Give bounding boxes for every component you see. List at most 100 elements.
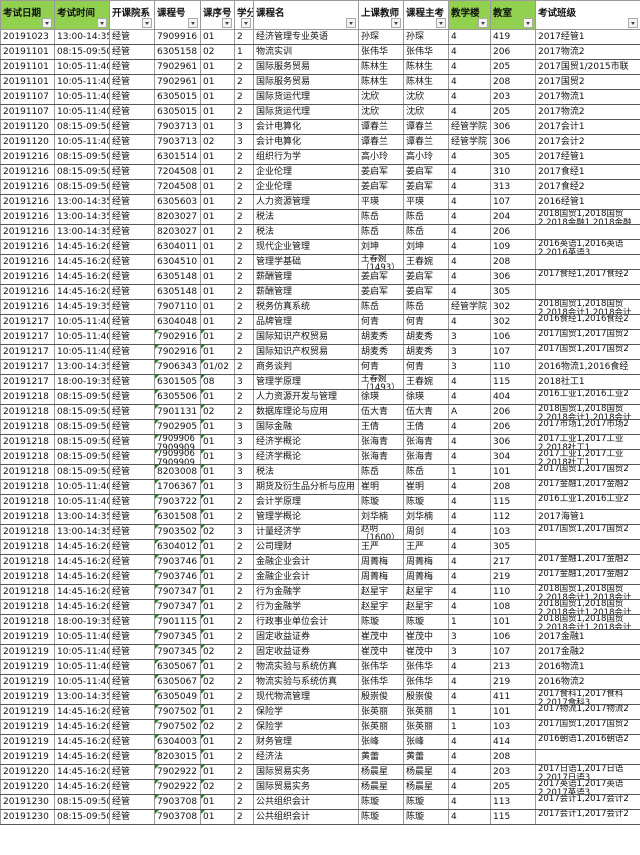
cell-department[interactable]: 经管: [109, 704, 155, 720]
cell-exam-date[interactable]: 20191216: [0, 299, 55, 315]
cell-exam-classes[interactable]: 2017金融1,2017金融2: [535, 479, 640, 495]
cell-course-id[interactable]: 7903713: [154, 134, 201, 150]
cell-building[interactable]: 1: [448, 719, 491, 735]
cell-exam-classes[interactable]: 2018国贸1,2018国贸2,2018会计1,2018会计: [535, 404, 640, 420]
cell-examiner[interactable]: 姜启军: [403, 284, 449, 300]
cell-building[interactable]: 4: [448, 599, 491, 615]
cell-exam-time[interactable]: 18:00-19:35: [54, 374, 110, 390]
cell-course-id[interactable]: 6305506: [154, 389, 201, 405]
cell-exam-date[interactable]: 20191216: [0, 254, 55, 270]
cell-building[interactable]: 4: [448, 764, 491, 780]
cell-examiner[interactable]: 张伟华: [403, 659, 449, 675]
cell-exam-date[interactable]: 20191217: [0, 374, 55, 390]
cell-exam-classes[interactable]: 2017国贸1,2017国贸2: [535, 719, 640, 735]
cell-course-id[interactable]: 7902922: [154, 779, 201, 795]
cell-exam-classes[interactable]: 2017海管1: [535, 509, 640, 525]
cell-building[interactable]: 4: [448, 749, 491, 765]
filter-dropdown-button[interactable]: [523, 18, 533, 28]
cell-credits[interactable]: 2: [234, 404, 254, 420]
cell-course-name[interactable]: 税务仿真系统: [253, 299, 359, 315]
cell-course-id[interactable]: 7903708: [154, 794, 201, 810]
cell-room[interactable]: 203: [490, 89, 536, 105]
cell-course-id[interactable]: 1706367: [154, 479, 201, 495]
cell-course-name[interactable]: 管理学概论: [253, 509, 359, 525]
cell-exam-time[interactable]: 13:00-14:35: [54, 209, 110, 225]
cell-exam-date[interactable]: 20191219: [0, 734, 55, 750]
cell-course-name[interactable]: 国际知识产权贸易: [253, 329, 359, 345]
cell-building[interactable]: 4: [448, 194, 491, 210]
cell-exam-time[interactable]: 13:00-14:35: [54, 224, 110, 240]
cell-exam-time[interactable]: 08:15-09:50: [54, 809, 110, 825]
filter-dropdown-button[interactable]: [188, 18, 198, 28]
cell-course-name[interactable]: 经济学概论: [253, 434, 359, 450]
cell-examiner[interactable]: 高小玲: [403, 149, 449, 165]
cell-exam-time[interactable]: 13:00-14:35: [54, 689, 110, 705]
cell-room[interactable]: 107: [490, 194, 536, 210]
cell-room[interactable]: 106: [490, 329, 536, 345]
cell-examiner[interactable]: 王倩: [403, 419, 449, 435]
cell-course-id[interactable]: 7902922: [154, 764, 201, 780]
cell-course-name[interactable]: 公司理财: [253, 539, 359, 555]
cell-exam-date[interactable]: 20191218: [0, 554, 55, 570]
cell-course-name[interactable]: 期货及衍生品分析与应用: [253, 479, 359, 495]
cell-examiner[interactable]: 平瑛: [403, 194, 449, 210]
cell-examiner[interactable]: 张峰: [403, 734, 449, 750]
cell-course-id[interactable]: 7902916: [154, 329, 201, 345]
cell-building[interactable]: 4: [448, 89, 491, 105]
cell-course-name[interactable]: 计量经济学: [253, 524, 359, 540]
cell-exam-date[interactable]: 20191216: [0, 269, 55, 285]
cell-course-name[interactable]: 薪酬管理: [253, 284, 359, 300]
cell-building[interactable]: A: [448, 404, 491, 420]
cell-exam-date[interactable]: 20191218: [0, 614, 55, 630]
cell-examiner[interactable]: 谭春兰: [403, 134, 449, 150]
cell-teacher[interactable]: 赵星宇: [358, 599, 404, 615]
cell-exam-date[interactable]: 20191219: [0, 704, 55, 720]
cell-credits[interactable]: 3: [234, 119, 254, 135]
cell-credits[interactable]: 2: [234, 644, 254, 660]
cell-exam-time[interactable]: 13:00-14:35: [54, 359, 110, 375]
cell-credits[interactable]: 2: [234, 584, 254, 600]
cell-examiner[interactable]: 孙琛: [403, 29, 449, 45]
cell-course-id[interactable]: 7902916: [154, 344, 201, 360]
cell-exam-date[interactable]: 20191216: [0, 224, 55, 240]
cell-exam-classes[interactable]: 2017国贸1,2017国贸2: [535, 344, 640, 360]
cell-course-id[interactable]: 8203027: [154, 209, 201, 225]
cell-section[interactable]: 01: [200, 569, 235, 585]
cell-room[interactable]: 103: [490, 719, 536, 735]
cell-credits[interactable]: 2: [234, 239, 254, 255]
cell-building[interactable]: 4: [448, 104, 491, 120]
cell-course-id[interactable]: 7906343: [154, 359, 201, 375]
cell-exam-classes[interactable]: 2017物流1: [535, 89, 640, 105]
cell-course-id[interactable]: 7204508: [154, 179, 201, 195]
cell-course-name[interactable]: 数据库理论与应用: [253, 404, 359, 420]
cell-course-id[interactable]: 6304048: [154, 314, 201, 330]
cell-exam-date[interactable]: 20191218: [0, 479, 55, 495]
cell-course-id[interactable]: 6301508: [154, 509, 201, 525]
cell-exam-date[interactable]: 20191120: [0, 134, 55, 150]
cell-exam-date[interactable]: 20191230: [0, 809, 55, 825]
cell-exam-classes[interactable]: [535, 539, 640, 555]
cell-teacher[interactable]: 沈欣: [358, 104, 404, 120]
cell-section[interactable]: 01: [200, 29, 235, 45]
cell-exam-date[interactable]: 20191216: [0, 194, 55, 210]
cell-exam-classes[interactable]: 2016经管1: [535, 194, 640, 210]
cell-exam-time[interactable]: 10:05-11:40: [54, 59, 110, 75]
filter-dropdown-button[interactable]: [478, 18, 488, 28]
filter-dropdown-button[interactable]: [222, 18, 232, 28]
cell-credits[interactable]: 3: [234, 464, 254, 480]
cell-building[interactable]: 1: [448, 464, 491, 480]
cell-building[interactable]: 4: [448, 539, 491, 555]
cell-room[interactable]: 205: [490, 104, 536, 120]
cell-room[interactable]: 306: [490, 134, 536, 150]
cell-exam-date[interactable]: 20191218: [0, 464, 55, 480]
cell-exam-time[interactable]: 14:45-16:20: [54, 779, 110, 795]
cell-course-id[interactable]: 7903713: [154, 119, 201, 135]
cell-building[interactable]: 4: [448, 494, 491, 510]
cell-course-id[interactable]: 6305067: [154, 659, 201, 675]
cell-credits[interactable]: 2: [234, 614, 254, 630]
cell-exam-date[interactable]: 20191216: [0, 164, 55, 180]
cell-section[interactable]: 01: [200, 449, 235, 465]
cell-exam-time[interactable]: 13:00-14:35: [54, 194, 110, 210]
cell-teacher[interactable]: 王严: [358, 539, 404, 555]
cell-exam-date[interactable]: 20191218: [0, 599, 55, 615]
